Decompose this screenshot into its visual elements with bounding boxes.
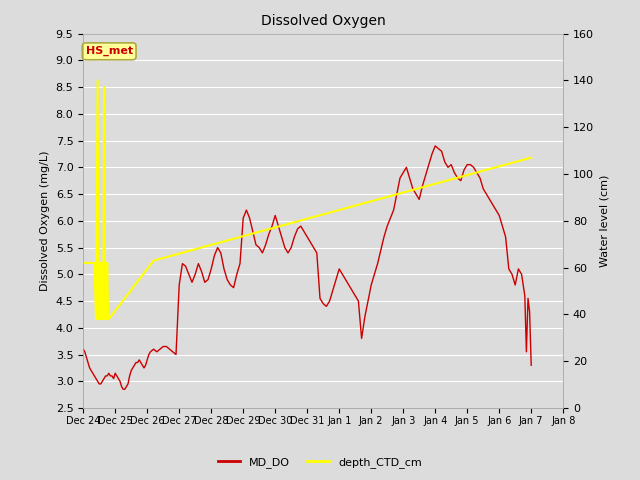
Y-axis label: Dissolved Oxygen (mg/L): Dissolved Oxygen (mg/L) — [40, 151, 50, 291]
Title: Dissolved Oxygen: Dissolved Oxygen — [261, 14, 385, 28]
Legend: MD_DO, depth_CTD_cm: MD_DO, depth_CTD_cm — [214, 452, 426, 472]
Y-axis label: Water level (cm): Water level (cm) — [600, 175, 610, 267]
Text: HS_met: HS_met — [86, 46, 132, 57]
